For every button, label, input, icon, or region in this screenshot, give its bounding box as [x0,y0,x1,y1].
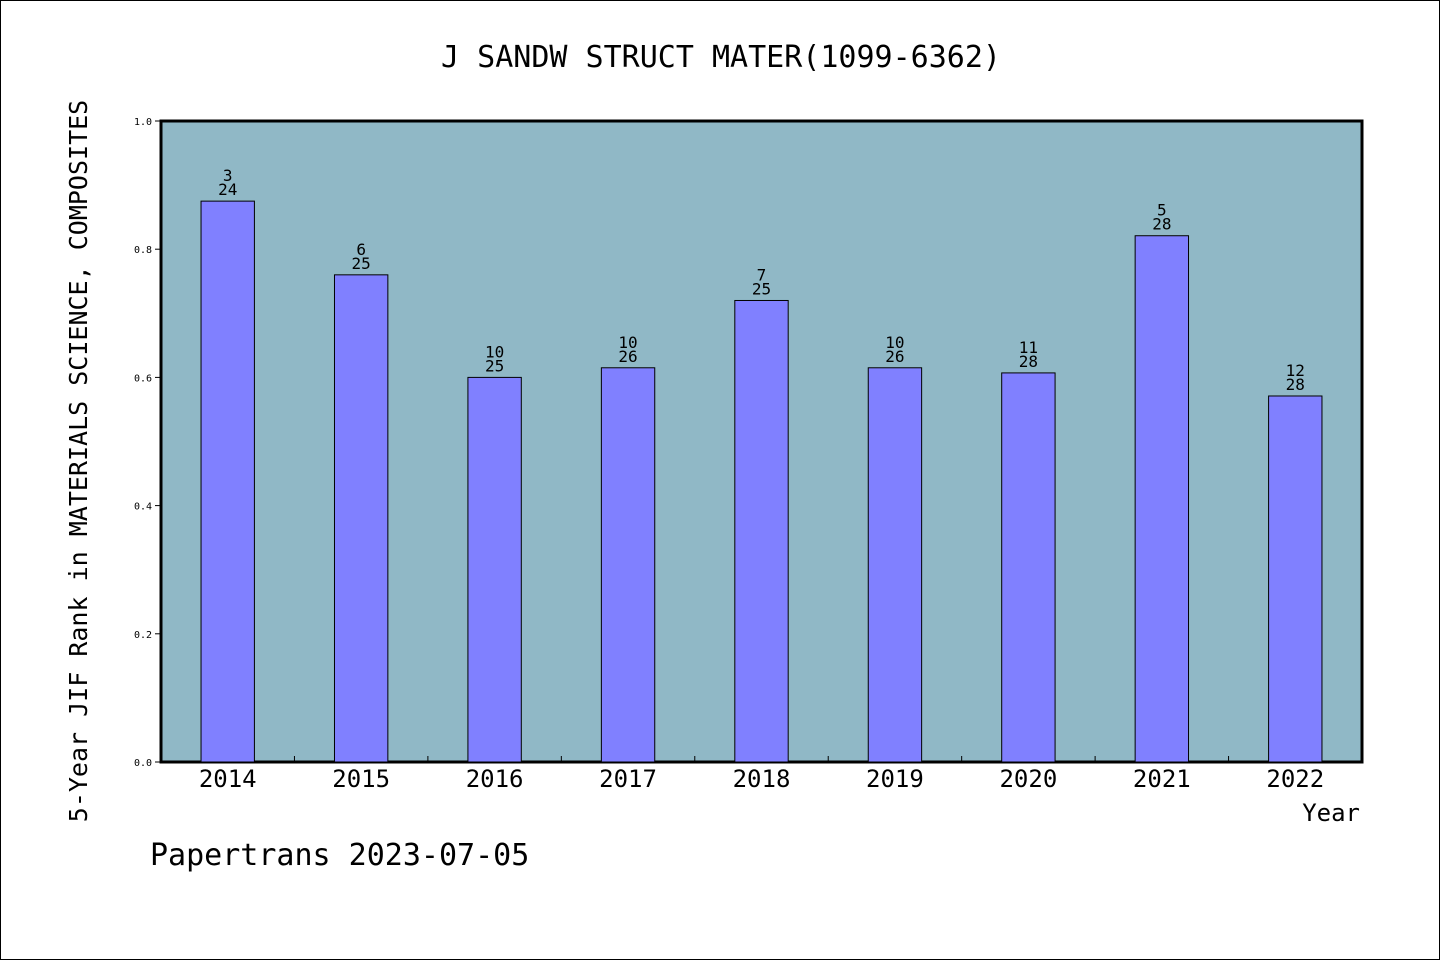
bar-total-label-2021: 28 [1152,215,1171,234]
bar-2015 [333,274,389,763]
bar-rank-label-2021: 5 [1157,201,1167,220]
x-tick-label-2014: 2014 [199,765,257,793]
bar-2017 [600,367,656,763]
y-tick-label-0.0: 0.0 [134,758,152,769]
bar-total-label-2018: 25 [752,279,771,298]
bar-2019 [867,367,923,763]
bar-2020 [1001,372,1056,763]
bar-total-label-2020: 28 [1019,352,1038,371]
bar-total-label-2016: 25 [485,356,504,375]
y-tick-label-0.6: 0.6 [134,373,152,384]
bar-rank-label-2016: 10 [485,342,504,361]
bar-rank-label-2017: 10 [618,333,637,352]
bar-2018 [734,299,789,763]
chart-title: J SANDW STRUCT MATER(1099-6362) [441,40,1001,75]
y-tick-label-0.4: 0.4 [134,502,152,513]
bar-total-label-2014: 24 [218,180,237,199]
x-tick-label-2020: 2020 [999,765,1057,793]
bar-2014 [200,200,255,763]
bar-total-label-2017: 26 [618,347,637,366]
y-tick-label-1.0: 1.0 [134,117,152,128]
x-axis: 2014 2015 2016 2017 2018 2019 2020 2021 2022 [199,756,1324,793]
bar-rank-label-2014: 3 [223,166,233,185]
bar-2022 [1268,395,1323,763]
y-tick-label-0.8: 0.8 [134,245,152,256]
bar-rank-label-2018: 7 [757,265,767,284]
bar-rank-label-2022: 12 [1286,361,1305,380]
x-tick-label-2019: 2019 [866,765,924,793]
y-axis: 0.0 0.2 0.4 0.6 0.8 1.0 [134,117,161,769]
bar-total-label-2019: 26 [885,347,904,366]
x-tick-label-2018: 2018 [733,765,791,793]
bars-layer [200,200,1323,763]
bar-2021 [1134,235,1190,763]
x-tick-label-2022: 2022 [1266,765,1324,793]
bar-rank-label-2019: 10 [885,333,904,352]
x-tick-label-2015: 2015 [332,765,390,793]
bar-2016 [467,376,522,763]
bar-rank-label-2015: 6 [356,240,366,259]
bar-total-label-2022: 28 [1286,375,1305,394]
bar-total-label-2015: 25 [352,254,371,273]
x-tick-label-2021: 2021 [1133,765,1191,793]
footer-credit: Papertrans 2023-07-05 [150,838,529,873]
bar-rank-label-2020: 11 [1019,338,1038,357]
x-tick-label-2017: 2017 [599,765,657,793]
y-tick-label-0.2: 0.2 [134,630,152,641]
y-axis-label: 5-Year JIF Rank in MATERIALS SCIENCE, CO… [64,100,93,822]
x-tick-label-2016: 2016 [466,765,524,793]
x-axis-label: Year [1302,799,1360,827]
